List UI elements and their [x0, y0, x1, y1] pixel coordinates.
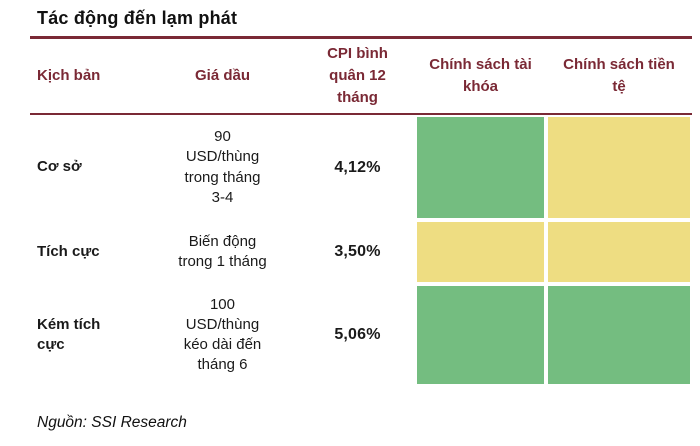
row-negative-monetary-policy-cell [546, 284, 692, 386]
page-title: Tác động đến lạm phát [37, 8, 238, 28]
title-divider [30, 36, 692, 39]
header-fiscal-policy: Chính sách tài khóa [429, 56, 532, 95]
color-swatch [548, 222, 690, 282]
color-swatch [417, 222, 544, 282]
row-base-oil-price: 90 USD/thùng trong tháng 3-4 [184, 128, 261, 206]
header-scenario: Kịch bản [37, 67, 101, 85]
color-swatch [417, 117, 544, 218]
row-base-cpi-value: 4,12% [334, 158, 381, 176]
row-base-fiscal-policy-cell [415, 115, 546, 220]
row-negative-oil-price: 100 USD/thùng kéo dài đến tháng 6 [183, 295, 262, 374]
table-body: Cơ sở 90 USD/thùng trong tháng 3-4 4,12%… [30, 115, 692, 386]
color-swatch [548, 286, 690, 384]
row-positive-fiscal-policy-cell [415, 220, 546, 284]
row-base-scenario-label: Cơ sở [37, 158, 82, 176]
table-header-row: Kịch bản Giá dầu CPI bình quân 12 tháng … [30, 39, 692, 115]
source-note: Nguồn: SSI Research [37, 414, 187, 431]
row-negative-cpi-value: 5,06% [334, 326, 381, 344]
row-positive-cpi-value: 3,50% [334, 243, 381, 261]
row-negative-scenario-label: Kém tích cực [37, 315, 101, 353]
row-positive-monetary-policy-cell [546, 220, 692, 284]
color-swatch [417, 286, 544, 384]
row-positive-scenario-label: Tích cực [37, 242, 100, 260]
row-negative-fiscal-policy-cell [415, 284, 546, 386]
header-monetary-policy: Chính sách tiền tệ [563, 56, 675, 95]
row-positive-oil-price: Biến động trong 1 tháng [178, 232, 267, 270]
header-cpi: CPI bình quân 12 tháng [327, 45, 388, 106]
color-swatch [548, 117, 690, 218]
header-oil-price: Giá dầu [194, 67, 250, 85]
row-base-monetary-policy-cell [546, 115, 692, 220]
